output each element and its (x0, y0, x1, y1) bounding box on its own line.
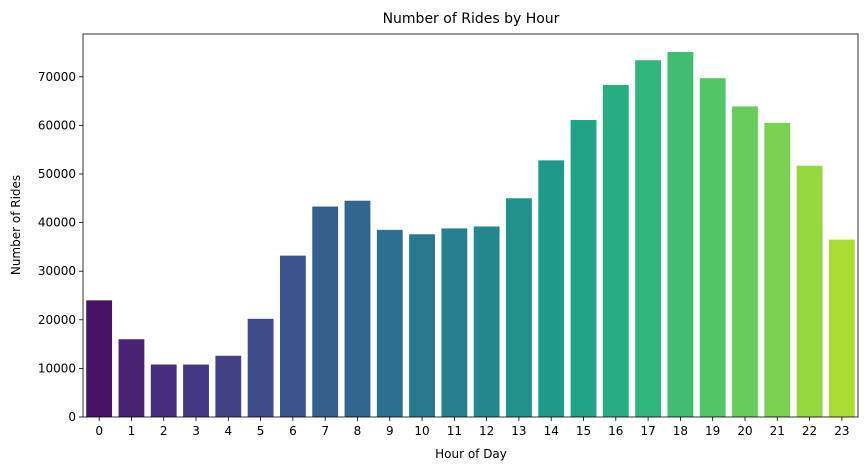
bar-15 (570, 120, 597, 417)
x-tick-label: 18 (673, 424, 688, 438)
bar-9 (376, 229, 403, 417)
y-axis-title: Number of Rides (9, 175, 23, 275)
x-tick-label: 7 (321, 424, 329, 438)
bar-16 (602, 85, 629, 417)
x-tick-label: 2 (160, 424, 168, 438)
bar-5 (247, 318, 274, 417)
y-tick-label: 50000 (38, 167, 76, 181)
x-tick-label: 19 (705, 424, 720, 438)
x-tick-label: 12 (479, 424, 494, 438)
x-tick-label: 20 (737, 424, 752, 438)
bar-4 (215, 355, 242, 417)
bar-21 (764, 122, 791, 417)
bar-19 (699, 78, 726, 417)
axes-frame (82, 33, 859, 418)
bar-22 (796, 165, 823, 417)
x-tick-label: 3 (192, 424, 200, 438)
bar-12 (473, 226, 500, 417)
x-tick-label: 17 (640, 424, 655, 438)
bar-1 (118, 339, 145, 417)
y-tick-label: 10000 (38, 361, 76, 375)
y-tick-label: 70000 (38, 70, 76, 84)
y-tick-label: 40000 (38, 216, 76, 230)
x-tick-label: 14 (544, 424, 559, 438)
x-tick-label: 13 (511, 424, 526, 438)
bar-7 (312, 206, 339, 417)
bar-11 (441, 228, 468, 417)
bar-8 (344, 200, 371, 417)
x-tick-label: 23 (834, 424, 849, 438)
bar-13 (506, 198, 532, 417)
y-tick-label: 20000 (38, 313, 76, 327)
x-tick-label: 11 (447, 424, 462, 438)
bar-2 (150, 364, 177, 417)
bar-20 (732, 106, 758, 418)
bar-18 (667, 51, 694, 417)
x-tick-label: 0 (95, 424, 103, 438)
x-tick-label: 15 (576, 424, 591, 438)
bar-17 (635, 60, 662, 417)
bar-6 (279, 255, 306, 417)
bar-14 (538, 160, 565, 417)
y-tick-label: 30000 (38, 264, 76, 278)
bar-23 (828, 239, 855, 417)
y-tick-label: 60000 (38, 118, 76, 132)
x-tick-label: 16 (608, 424, 623, 438)
bar-10 (409, 234, 435, 417)
x-tick-label: 4 (224, 424, 232, 438)
chart-title: Number of Rides by Hour (383, 11, 560, 27)
y-tick-label: 0 (68, 410, 76, 424)
x-tick-label: 21 (770, 424, 785, 438)
x-tick-label: 22 (802, 424, 817, 438)
bar-3 (183, 364, 209, 417)
x-tick-label: 10 (414, 424, 429, 438)
bar-0 (86, 300, 113, 417)
x-axis-title: Hour of Day (435, 447, 507, 461)
x-tick-label: 9 (386, 424, 394, 438)
x-tick-label: 5 (257, 424, 265, 438)
x-tick-label: 1 (128, 424, 136, 438)
x-tick-label: 6 (289, 424, 297, 438)
x-tick-label: 8 (354, 424, 362, 438)
